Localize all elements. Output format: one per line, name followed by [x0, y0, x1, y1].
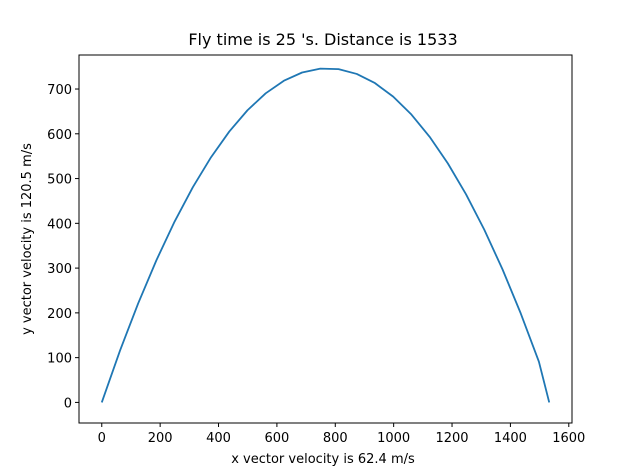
trajectory-line	[100, 67, 551, 403]
y-tick-label: 600	[47, 128, 72, 143]
y-tick-label: 700	[47, 83, 72, 98]
x-tick-label: 800	[323, 431, 348, 446]
x-tick-label: 1000	[377, 431, 410, 446]
y-tick-label: 300	[47, 262, 72, 277]
x-tick-label: 600	[264, 431, 289, 446]
y-tick-label: 500	[47, 173, 72, 188]
x-tick-label: 1400	[494, 431, 527, 446]
x-tick-label: 1200	[435, 431, 468, 446]
y-axis-label: y vector velocity is 120.5 m/s	[20, 143, 35, 335]
x-tick-label: 200	[148, 431, 173, 446]
chart-title: Fly time is 25 's. Distance is 1533	[188, 30, 457, 49]
y-tick-label: 100	[47, 352, 72, 367]
y-tick-label: 0	[64, 396, 72, 411]
x-tick-label: 0	[98, 431, 106, 446]
y-tick-label: 400	[47, 217, 72, 232]
x-tick-label: 400	[206, 431, 231, 446]
y-tick-label: 200	[47, 307, 72, 322]
x-tick-label: 1600	[552, 431, 585, 446]
x-axis-label: x vector velocity is 62.4 m/s	[231, 452, 415, 467]
plot-area: 0 200 400 600 800 1000 1200 1400 1600 0 100 200 300 4…	[47, 67, 585, 446]
axes-frame	[78, 54, 573, 424]
